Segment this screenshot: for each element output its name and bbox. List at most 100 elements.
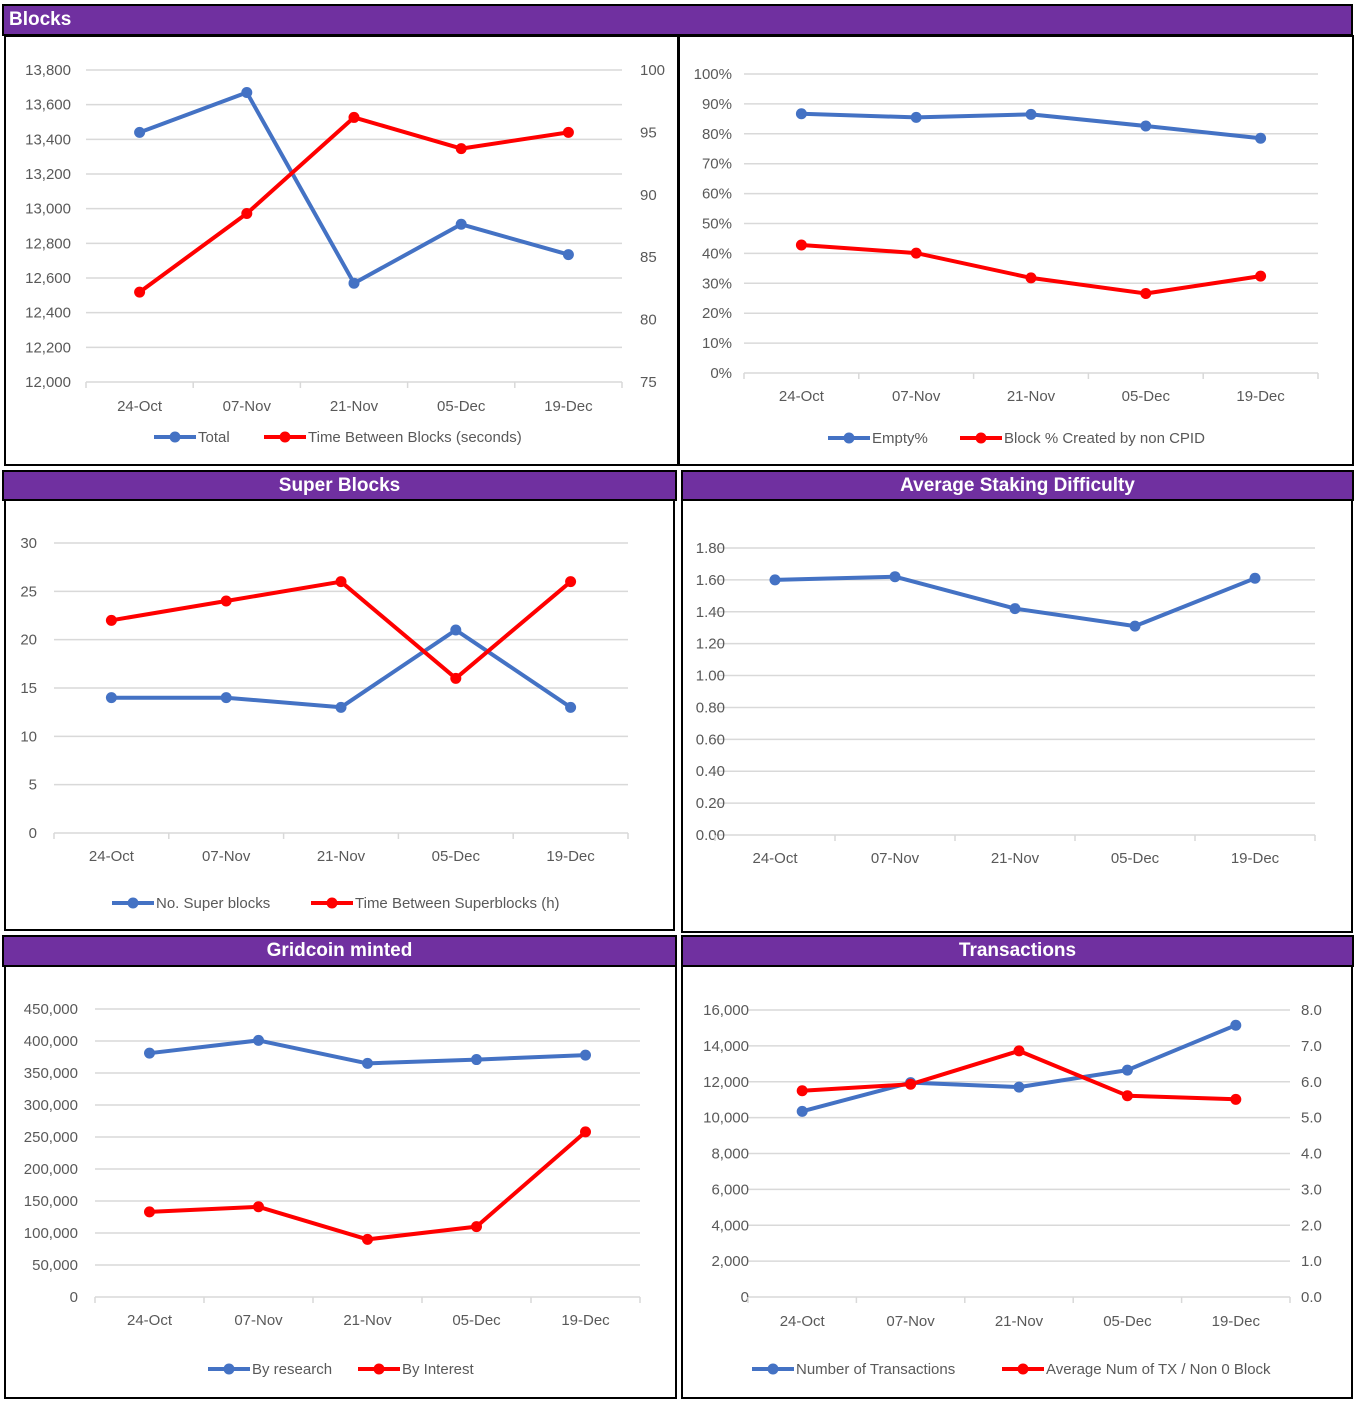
y-left-tick-label: 50,000 [32, 1257, 78, 1274]
y-right-tick-label: 90 [640, 187, 657, 204]
y-left-tick-label: 0.00 [696, 827, 725, 844]
x-category-label: 05-Dec [1103, 1313, 1152, 1330]
data-point-total [562, 249, 574, 261]
data-point-average-staking-difficulty [1129, 620, 1141, 632]
banner-title: Super Blocks [278, 475, 401, 496]
data-point-time-between-blocks-seconds [562, 126, 574, 138]
x-category-label: 21-Nov [1007, 388, 1056, 405]
legend-marker-icon [843, 432, 855, 444]
data-point-block-created-by-non-cpid [1255, 270, 1267, 282]
data-point-total [455, 218, 467, 230]
legend-label: Total [198, 429, 230, 446]
y-left-tick-label: 13,200 [25, 166, 71, 183]
data-point-block-created-by-non-cpid [795, 239, 807, 251]
x-category-label: 19-Dec [1236, 388, 1285, 405]
banner-super-blocks: Super Blocks [2, 470, 677, 501]
data-point-number-of-transactions [1230, 1019, 1242, 1031]
y-left-tick-label: 100% [694, 66, 732, 83]
x-category-label: 07-Nov [223, 398, 272, 415]
data-point-total [134, 126, 146, 138]
y-left-tick-label: 10,000 [703, 1110, 749, 1127]
y-left-tick-label: 12,000 [703, 1074, 749, 1091]
legend-marker-icon [373, 1363, 385, 1375]
y-left-tick-label: 15 [20, 680, 37, 697]
y-left-tick-label: 50% [702, 216, 732, 233]
y-left-tick-label: 8,000 [711, 1146, 749, 1163]
legend-item: Block % Created by non CPID [960, 430, 1205, 447]
banner-title: Transactions [958, 940, 1077, 961]
y-left-tick-label: 5 [29, 777, 37, 794]
banner-gridcoin-minted: Gridcoin minted [2, 935, 677, 967]
y-left-tick-label: 0 [741, 1289, 749, 1306]
y-left-tick-label: 1.20 [696, 636, 725, 653]
y-left-tick-label: 10 [20, 728, 37, 745]
y-left-tick-label: 12,600 [25, 270, 71, 287]
data-point-block-created-by-non-cpid [1025, 272, 1037, 284]
y-right-tick-label: 0.0 [1301, 1289, 1322, 1306]
data-point-time-between-blocks-seconds [455, 143, 467, 155]
data-point-average-staking-difficulty [1249, 572, 1261, 584]
chart-panel-transactions: 0 2,000 4,000 6,000 8,000 10,000 12,000 14,000 1… [681, 965, 1353, 1399]
legend-marker-icon [223, 1363, 235, 1375]
y-left-tick-label: 450,000 [24, 1001, 78, 1018]
y-left-tick-label: 1.40 [696, 604, 725, 621]
x-category-label: 07-Nov [871, 850, 920, 867]
y-left-tick-label: 4,000 [711, 1217, 749, 1234]
y-right-tick-label: 2.0 [1301, 1217, 1322, 1234]
x-category-label: 19-Dec [546, 848, 595, 865]
data-point-no-super-blocks [565, 701, 577, 713]
data-point-by-interest [471, 1221, 482, 1233]
y-right-tick-label: 3.0 [1301, 1181, 1322, 1198]
data-point-block-created-by-non-cpid [1140, 287, 1152, 299]
y-left-tick-label: 300,000 [24, 1097, 78, 1114]
y-left-tick-label: 1.80 [696, 540, 725, 557]
x-category-label: 21-Nov [330, 398, 379, 415]
banner-transactions: Transactions [681, 935, 1354, 967]
chart-staking-difficulty: 0.00 0.20 0.40 0.60 0.80 1.00 1.20 1.40 1.60 1.80… [696, 540, 1316, 867]
x-category-label: 07-Nov [234, 1312, 283, 1329]
y-left-tick-label: 14,000 [703, 1038, 749, 1055]
series-line-time-between-blocks-seconds [138, 115, 569, 294]
data-point-time-between-blocks-seconds [348, 111, 360, 123]
legend-label: No. Super blocks [156, 895, 270, 912]
x-category-label: 24-Oct [127, 1312, 173, 1329]
y-left-tick-label: 1.00 [696, 668, 725, 685]
data-point-no-super-blocks [335, 701, 347, 713]
data-point-average-num-of-tx-non-0-block [1013, 1045, 1025, 1057]
legend-item: Average Num of TX / Non 0 Block [1002, 1361, 1271, 1378]
banner-title: Blocks [9, 9, 72, 30]
legend-item: Time Between Superblocks (h) [311, 895, 560, 912]
data-point-number-of-transactions [1013, 1081, 1025, 1093]
chart-super-blocks: 0 5 10 15 20 25 30 24-Oct 07-Nov 21-Nov 05-Dec 19-D… [20, 535, 629, 912]
legend-label: Average Num of TX / Non 0 Block [1046, 1361, 1271, 1378]
y-left-tick-label: 10% [702, 335, 732, 352]
data-point-average-num-of-tx-non-0-block [1121, 1090, 1133, 1102]
legend-item: No. Super blocks [112, 895, 270, 912]
x-category-label: 19-Dec [1231, 850, 1280, 867]
y-left-tick-label: 12,000 [25, 374, 71, 391]
legend-item: By research [208, 1361, 332, 1378]
y-left-tick-label: 60% [702, 186, 732, 203]
data-point-average-staking-difficulty [889, 571, 901, 583]
legend-label: Number of Transactions [796, 1361, 955, 1378]
y-right-tick-label: 6.0 [1301, 1074, 1322, 1091]
banner-title: Gridcoin minted [266, 940, 413, 961]
banner-title: Average Staking Difficulty [900, 475, 1135, 496]
y-left-tick-label: 12,800 [25, 235, 71, 252]
x-category-label: 05-Dec [1122, 388, 1171, 405]
x-category-label: 21-Nov [343, 1312, 392, 1329]
data-point-by-research [362, 1057, 373, 1069]
data-point-no-super-blocks [105, 692, 117, 704]
y-left-tick-label: 40% [702, 245, 732, 262]
x-category-label: 05-Dec [437, 398, 486, 415]
data-point-by-interest [253, 1201, 264, 1213]
legend-item: Empty% [828, 430, 928, 447]
y-left-tick-label: 0.60 [696, 731, 725, 748]
y-left-tick-label: 90% [702, 96, 732, 113]
data-point-by-interest [144, 1206, 155, 1218]
data-point-time-between-blocks-seconds [241, 208, 253, 220]
x-category-label: 19-Dec [561, 1312, 610, 1329]
legend-label: By research [252, 1361, 332, 1378]
x-category-label: 05-Dec [1111, 850, 1160, 867]
y-left-tick-label: 12,400 [25, 305, 71, 322]
